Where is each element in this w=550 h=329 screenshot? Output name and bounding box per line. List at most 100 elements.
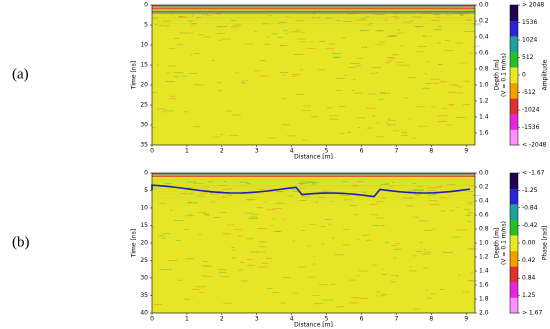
radar-speckle xyxy=(413,215,416,217)
radar-speckle xyxy=(465,183,468,185)
radar-speckle xyxy=(393,257,397,259)
radar-speckle xyxy=(173,38,180,39)
radar-speckle xyxy=(209,201,216,203)
radar-speckle xyxy=(152,126,157,128)
radar-speckle xyxy=(321,226,326,228)
radar-speckle xyxy=(244,43,254,45)
radar-speckle xyxy=(205,275,212,277)
radar-stripe xyxy=(152,195,475,197)
radar-speckle xyxy=(258,189,264,190)
radar-speckle xyxy=(153,188,157,190)
radar-speckle xyxy=(372,225,380,227)
radar-speckle xyxy=(394,13,399,15)
radar-speckle xyxy=(427,190,436,191)
radar-speckle xyxy=(432,228,436,230)
radar-speckle xyxy=(300,41,307,43)
radar-speckle xyxy=(380,225,385,227)
radar-speckle xyxy=(339,132,345,134)
radar-speckle xyxy=(425,289,428,291)
radar-speckle xyxy=(313,255,316,257)
radar-stripe xyxy=(152,205,475,206)
y2-tick-label: 0.4 xyxy=(479,198,489,205)
radar-speckle xyxy=(152,226,155,228)
radar-speckle xyxy=(334,254,344,256)
radar-speckle xyxy=(168,268,173,270)
panel-label: (b) xyxy=(12,234,30,250)
radar-speckle xyxy=(275,190,284,192)
radar-speckle xyxy=(416,194,419,196)
radar-speckle xyxy=(300,184,303,186)
x-axis-label: Distance [m] xyxy=(294,154,333,161)
radar-speckle xyxy=(355,19,366,21)
radar-speckle xyxy=(165,81,175,82)
radar-speckle xyxy=(187,181,196,183)
radar-speckle xyxy=(403,97,409,99)
radar-speckle xyxy=(275,202,285,204)
radar-stripe xyxy=(152,174,475,176)
radar-speckle xyxy=(264,201,267,203)
radar-speckle xyxy=(397,29,400,31)
radar-speckle xyxy=(202,186,210,188)
radar-speckle xyxy=(152,18,158,19)
y2-tick-label: 0.4 xyxy=(479,34,489,41)
radar-speckle xyxy=(394,17,400,19)
y-tick-label: 10 xyxy=(140,205,148,212)
radar-speckle xyxy=(343,199,354,201)
radar-speckle xyxy=(332,237,335,239)
y-tick-label: 30 xyxy=(140,275,148,282)
radar-speckle xyxy=(318,69,326,71)
radar-speckle xyxy=(384,19,388,21)
radar-speckle xyxy=(246,238,254,240)
radar-speckle xyxy=(158,235,165,237)
radar-speckle xyxy=(280,45,289,46)
radar-speckle xyxy=(324,219,332,220)
radar-speckle xyxy=(277,36,283,38)
x-tick-label: 1 xyxy=(185,316,189,323)
radar-speckle xyxy=(167,260,178,261)
radar-speckle xyxy=(178,279,183,281)
radar-speckle xyxy=(342,244,351,246)
radar-speckle xyxy=(166,72,171,74)
radar-speckle xyxy=(448,91,456,93)
radar-speckle xyxy=(207,15,212,16)
radar-speckle xyxy=(296,29,300,31)
radar-speckle xyxy=(338,106,346,107)
radar-speckle xyxy=(281,98,287,100)
y2-tick-label: 0.8 xyxy=(479,226,489,233)
radar-speckle xyxy=(348,67,357,68)
radar-speckle xyxy=(282,74,286,76)
radar-stripe xyxy=(152,26,475,27)
colorbar-tick-label: 1536 xyxy=(522,19,537,26)
radar-speckle xyxy=(159,269,168,270)
radar-speckle xyxy=(397,32,405,34)
radar-speckle xyxy=(218,39,223,41)
radar-speckle xyxy=(466,201,474,203)
radar-speckle xyxy=(264,43,271,45)
radar-speckle xyxy=(281,124,291,126)
radar-speckle xyxy=(375,72,378,74)
radar-speckle xyxy=(359,297,368,299)
radar-speckle xyxy=(310,183,317,185)
radar-speckle xyxy=(233,229,242,231)
radar-speckle xyxy=(272,292,280,294)
radar-speckle xyxy=(335,90,343,91)
radar-speckle xyxy=(179,32,187,34)
radar-speckle xyxy=(467,280,472,282)
radar-speckle xyxy=(259,75,269,77)
radar-speckle xyxy=(174,71,184,73)
radar-speckle xyxy=(385,122,389,124)
radar-speckle xyxy=(283,30,288,32)
radar-speckle xyxy=(217,82,222,84)
radar-speckle xyxy=(408,118,412,120)
colorbar-segment xyxy=(510,5,518,21)
radar-speckle xyxy=(389,35,398,37)
radar-speckle xyxy=(408,190,416,192)
y2-tick-label: 1.2 xyxy=(479,254,489,261)
radar-speckle xyxy=(328,115,339,117)
radar-speckle xyxy=(266,36,271,38)
radar-stripe xyxy=(152,14,475,15)
radar-speckle xyxy=(279,72,289,73)
radar-speckle xyxy=(259,246,266,248)
radar-speckle xyxy=(455,85,459,86)
radar-speckle xyxy=(270,225,274,226)
